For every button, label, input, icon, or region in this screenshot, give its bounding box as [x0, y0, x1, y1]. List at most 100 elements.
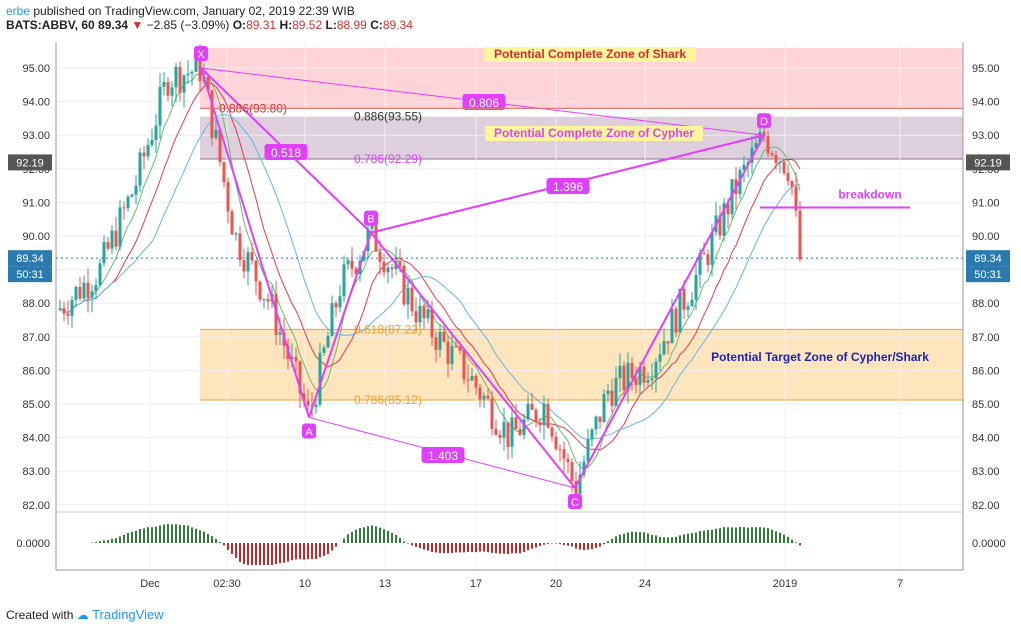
candle-body — [182, 75, 186, 93]
zone-title-bg — [485, 126, 703, 141]
axes-layer: 95.0095.0094.0094.0093.0093.0092.0092.00… — [8, 42, 1010, 590]
y-tick-left: 94.00 — [22, 97, 50, 109]
x-tick: 7 — [897, 578, 903, 590]
y-tick-left: 83.00 — [22, 466, 50, 478]
candle-body — [122, 207, 126, 209]
candle-body — [630, 362, 634, 379]
candle-body — [650, 378, 654, 381]
leg-bc — [370, 232, 576, 489]
candle-body — [402, 265, 406, 305]
candle-body — [382, 261, 386, 273]
leg-cd — [574, 134, 765, 489]
candle-body — [454, 345, 458, 347]
candle-body — [242, 260, 246, 272]
footer: Created with ☁ TradingView — [6, 607, 164, 622]
y-tick-left: 90.00 — [22, 231, 50, 243]
price-chart[interactable]: 0.5180.8061.3961.403XABCD0.886(93.80)0.8… — [0, 0, 1021, 600]
candle-body — [258, 281, 262, 300]
candle-body — [206, 76, 210, 91]
osc-tick-right: 0.0000 — [972, 538, 1006, 550]
tradingview-logo-icon: ☁ — [76, 608, 89, 622]
candle-body — [442, 331, 446, 342]
candle-body — [486, 395, 490, 399]
candle-body — [758, 131, 762, 144]
candle-body — [118, 207, 122, 247]
publish-line: erbe published on TradingView.com, Janua… — [6, 4, 413, 18]
candle-body — [162, 81, 166, 87]
x-tick: 24 — [639, 578, 651, 590]
candle-body — [438, 331, 442, 350]
candle-body — [510, 417, 514, 447]
candle-body — [446, 341, 450, 364]
candle-body — [354, 268, 358, 274]
leg-xa — [200, 67, 310, 418]
candle-body — [114, 230, 118, 247]
created-with: Created with — [6, 608, 74, 622]
y-tick-left: 95.00 — [22, 63, 50, 75]
candle-body — [722, 203, 726, 236]
candle-body — [386, 267, 390, 273]
candle-body — [590, 429, 594, 440]
candle-body — [482, 395, 486, 400]
timer-tag: 50:31 — [16, 269, 44, 281]
candle-body — [422, 305, 426, 319]
price-tag: 89.34 — [974, 253, 1002, 265]
candle-body — [682, 288, 686, 310]
zones-layer — [200, 47, 963, 401]
candle-body — [778, 161, 782, 164]
candle-body — [66, 313, 70, 316]
candles-layer — [58, 44, 802, 501]
ratio-label-bg — [264, 144, 308, 160]
zone-title: Potential Complete Zone of Cypher — [494, 126, 694, 140]
candle-body — [658, 354, 662, 362]
candle-body — [418, 305, 422, 323]
candle-body — [146, 145, 150, 157]
ohlc-line: BATS:ABBV, 60 89.34 ▼ −2.85 (−3.09%) O:8… — [6, 18, 413, 32]
candle-body — [634, 378, 638, 385]
candle-body — [502, 422, 506, 438]
candle-body — [458, 346, 462, 351]
candle-body — [86, 282, 90, 298]
breakdown-label: breakdown — [838, 187, 901, 201]
candle-body — [674, 308, 678, 333]
candle-body — [278, 332, 282, 335]
candle-body — [406, 287, 410, 305]
candle-body — [558, 449, 562, 451]
author-link[interactable]: erbe — [6, 4, 31, 18]
point-label-bg — [364, 210, 378, 226]
candle-body — [698, 252, 702, 275]
candle-body — [706, 254, 710, 265]
point-label-bg — [757, 113, 771, 129]
point-label-A: A — [305, 426, 313, 438]
candle-body — [230, 211, 234, 235]
candle-body — [390, 267, 394, 269]
candle-body — [58, 308, 62, 310]
candle-body — [226, 182, 230, 212]
candle-body — [678, 288, 682, 333]
candle-body — [626, 362, 630, 391]
candle-body — [710, 232, 714, 265]
price-tag-bg — [8, 154, 52, 171]
down-arrow-icon: ▼ — [131, 18, 144, 32]
candle-body — [506, 422, 510, 447]
y-tick-right: 82.00 — [972, 500, 1000, 512]
candle-body — [622, 365, 626, 391]
y-tick-left: 84.00 — [22, 433, 50, 445]
ratio-label: 0.518 — [271, 146, 301, 160]
level-label: 0.786(85.12) — [354, 393, 422, 407]
candle-body — [578, 474, 582, 495]
candle-body — [786, 172, 790, 182]
zone-title: Potential Complete Zone of Shark — [494, 47, 686, 61]
y-tick-left: 91.00 — [22, 197, 50, 209]
candle-body — [602, 394, 606, 423]
candle-body — [606, 390, 610, 395]
ma-slow-line — [59, 113, 801, 440]
y-tick-right: 90.00 — [972, 231, 1000, 243]
candle-body — [694, 274, 698, 300]
candle-body — [490, 398, 494, 429]
x-tick: Dec — [140, 578, 160, 590]
candle-body — [102, 242, 106, 264]
candle-body — [330, 303, 334, 337]
candle-body — [550, 427, 554, 437]
tradingview-link[interactable]: TradingView — [92, 607, 164, 622]
